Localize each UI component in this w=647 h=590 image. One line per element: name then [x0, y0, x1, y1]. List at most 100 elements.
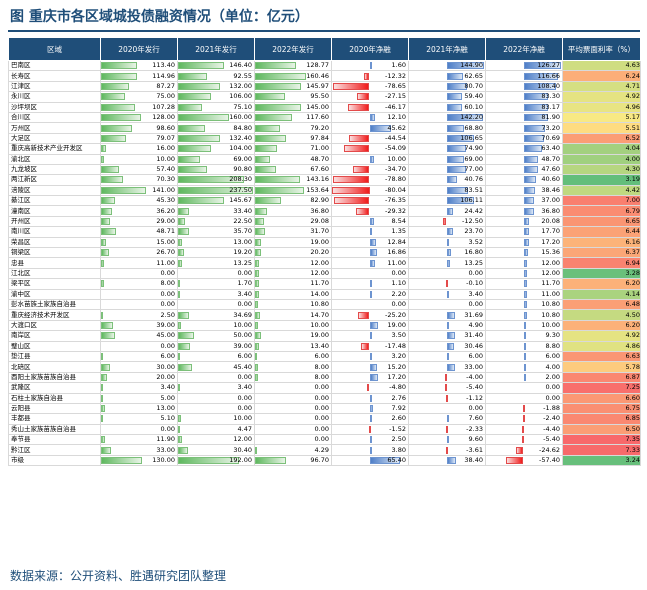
cell-value: 16.86 [387, 248, 406, 257]
coupon-rate-cell: 7.00 [562, 195, 641, 207]
cell-value: 34.69 [233, 310, 252, 319]
region-name: 潼南区 [8, 205, 101, 217]
cell-value: 8.00 [314, 372, 329, 381]
net-financing-cell: -57.40 [485, 454, 563, 467]
issuance-cell: 92.55 [177, 70, 255, 82]
table-row: 江津区 87.27 132.00 145.97 -78.65 80.70 108.40 4.7… [8, 80, 641, 93]
region-name: 长寿区 [8, 70, 101, 82]
region-name: 永川区 [8, 91, 101, 103]
net-financing-cell: 38.46 [485, 184, 563, 197]
cell-value: 0.00 [160, 341, 175, 350]
issuance-bar [255, 363, 258, 371]
net-financing-cell: 62.65 [408, 70, 486, 82]
region-name: 北碚区 [8, 361, 101, 373]
issuance-bar [178, 436, 182, 444]
issuance-bar [255, 457, 286, 465]
cell-value: 31.69 [464, 310, 483, 319]
net-financing-positive-bar [369, 405, 374, 413]
cell-value: 3.40 [237, 383, 252, 392]
net-financing-positive-bar [523, 332, 527, 340]
net-financing-positive-bar [446, 457, 457, 465]
cell-value: 48.70 [310, 154, 329, 163]
cell-value: 15.20 [387, 362, 406, 371]
issuance-cell: 98.60 [100, 122, 178, 134]
cell-value: 13.00 [156, 404, 175, 413]
issuance-cell: 10.00 [177, 413, 255, 425]
issuance-bar [255, 280, 259, 288]
issuance-bar [101, 103, 135, 111]
net-financing-cell: 2.00 [485, 371, 563, 384]
net-financing-positive-bar [523, 72, 559, 80]
issuance-cell: 114.96 [100, 70, 178, 82]
issuance-bar [101, 134, 126, 142]
table-row: 黔江区 33.00 30.40 4.29 3.80 -3.61 -24.62 7.33 [8, 444, 641, 456]
net-financing-cell: 68.80 [408, 122, 486, 134]
net-financing-cell: 37.00 [485, 195, 563, 207]
issuance-cell: 10.00 [254, 319, 332, 332]
cell-value: 3.80 [391, 445, 406, 454]
net-financing-positive-bar [523, 145, 543, 153]
net-financing-positive-bar [446, 72, 463, 80]
issuance-bar [101, 186, 146, 194]
net-financing-cell: 20.08 [485, 215, 563, 228]
cell-value: 6.00 [545, 352, 560, 361]
cell-value: 69.00 [233, 154, 252, 163]
cell-value: 9.30 [545, 331, 560, 340]
net-financing-positive-bar [446, 82, 468, 90]
issuance-bar [178, 166, 207, 174]
net-financing-positive-bar [369, 446, 372, 454]
region-name: 合川区 [8, 111, 101, 124]
issuance-bar [101, 93, 125, 101]
cell-value: -17.48 [385, 341, 406, 350]
net-financing-cell: -34.70 [331, 163, 409, 176]
net-financing-positive-bar [446, 311, 455, 319]
region-name: 沙坪坝区 [8, 101, 101, 113]
region-name: 涪陵区 [8, 184, 101, 197]
region-name: 云阳县 [8, 402, 101, 415]
region-name: 丰都县 [8, 413, 101, 425]
net-financing-cell: -1.12 [408, 392, 486, 404]
issuance-bar [101, 259, 105, 267]
cell-value: -1.52 [389, 424, 406, 433]
cell-value: 48.70 [541, 154, 560, 163]
region-name: 忠县 [8, 257, 101, 269]
cell-value: 71.00 [310, 144, 329, 153]
net-financing-cell: -2.40 [485, 413, 563, 425]
cell-value: 60.10 [464, 102, 483, 111]
cell-value: 62.65 [464, 71, 483, 80]
net-financing-cell: 83.51 [408, 184, 486, 197]
table-row: 万州区 98.60 84.80 79.20 45.62 68.80 73.20 5.51 [8, 122, 641, 134]
table-row: 重庆高新技术产业开发区 16.00 104.00 71.00 -54.09 74.90 63… [8, 143, 641, 155]
cell-value: -4.40 [543, 424, 560, 433]
table-row: 梁平区 8.00 1.70 11.70 1.10 -0.10 11.70 6.20 [8, 278, 641, 290]
issuance-cell: 30.40 [177, 444, 255, 456]
cell-value: 38.40 [464, 456, 483, 465]
issuance-bar [178, 321, 182, 329]
net-financing-cell: 70.69 [485, 132, 563, 145]
cell-value: 80.70 [464, 81, 483, 90]
issuance-cell: 128.77 [254, 59, 332, 72]
coupon-rate-cell: 3.28 [562, 267, 641, 280]
cell-value: 24.42 [464, 206, 483, 215]
cell-value: 14.70 [310, 310, 329, 319]
issuance-bar [255, 72, 306, 80]
table-row: 沙坪坝区 107.28 75.10 145.00 -46.17 60.10 83.17 4.9… [8, 101, 641, 113]
net-financing-cell: 74.90 [408, 143, 486, 155]
column-header: 2020年净融 [331, 37, 409, 61]
cell-value: 0.00 [468, 404, 483, 413]
region-name: 梁平区 [8, 278, 101, 290]
net-financing-cell: 10.80 [485, 298, 563, 311]
cell-value: 0.00 [237, 300, 252, 309]
issuance-cell: 0.00 [254, 413, 332, 425]
issuance-bar [255, 228, 265, 236]
cell-value: 30.00 [156, 362, 175, 371]
issuance-bar [101, 373, 108, 381]
net-financing-positive-bar [523, 103, 549, 111]
cell-value: 8.00 [314, 362, 329, 371]
net-financing-positive-bar [369, 353, 372, 361]
net-financing-cell: 11.00 [485, 288, 563, 301]
cell-value: 104.00 [229, 144, 252, 153]
cell-value: 208.30 [229, 175, 252, 184]
net-financing-cell: 19.00 [331, 319, 409, 332]
issuance-cell: 145.00 [254, 101, 332, 113]
